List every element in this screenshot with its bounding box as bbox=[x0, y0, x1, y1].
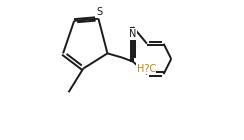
Text: N: N bbox=[129, 29, 136, 39]
Text: S: S bbox=[96, 7, 102, 18]
Text: H?C: H?C bbox=[137, 64, 156, 74]
